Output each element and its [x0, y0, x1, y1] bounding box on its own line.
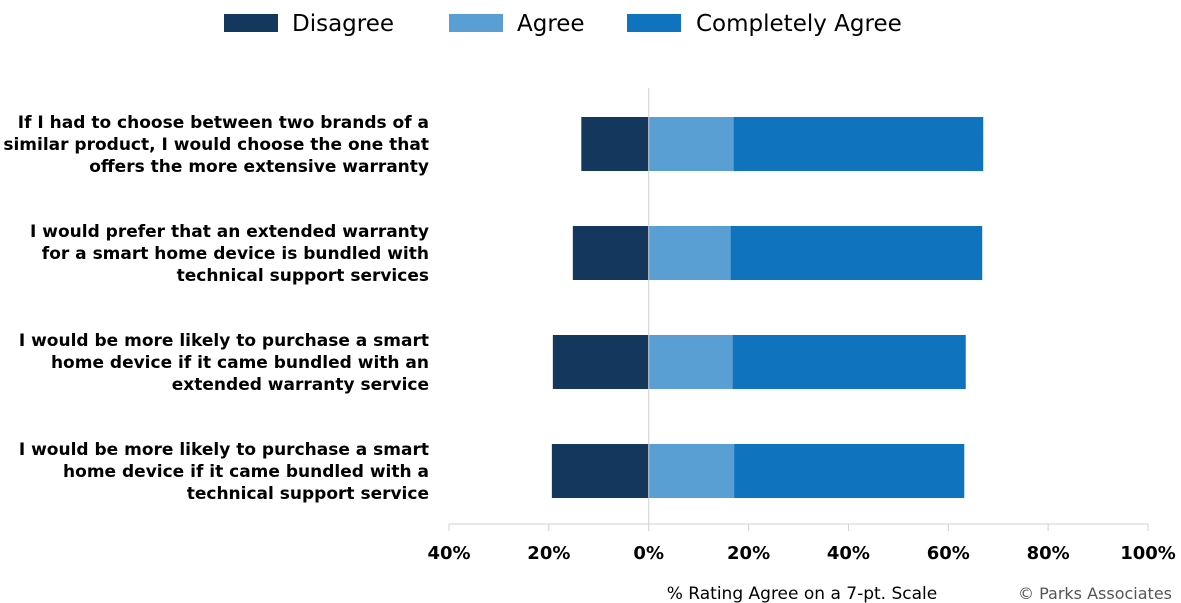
- x-tick-label-7: 100%: [1120, 543, 1176, 564]
- legend-swatch-disagree: [224, 14, 278, 32]
- category-labels: If I had to choose between two brands of…: [3, 113, 429, 504]
- x-tick-label-1: 20%: [527, 543, 570, 564]
- bar-completely-agree-4: [734, 444, 965, 498]
- category-label-1: If I had to choose between two brands of…: [3, 113, 429, 177]
- bars: [551, 117, 984, 498]
- bar-completely-agree-1: [733, 117, 984, 171]
- x-axis-title: % Rating Agree on a 7-pt. Scale: [667, 584, 937, 603]
- bar-disagree-2: [572, 226, 649, 280]
- legend: Disagree Agree Completely Agree: [224, 11, 902, 37]
- legend-swatch-agree: [449, 14, 503, 32]
- x-axis: 40% 20% 0% 20% 40% 60% 80% 100%: [427, 88, 1176, 564]
- x-tick-label-0: 40%: [427, 543, 470, 564]
- x-tick-label-6: 80%: [1027, 543, 1070, 564]
- x-tick-label-3: 20%: [727, 543, 770, 564]
- x-tick-label-2: 0%: [633, 543, 664, 564]
- bar-agree-3: [648, 335, 733, 389]
- bar-completely-agree-2: [730, 226, 983, 280]
- category-label-4: I would be more likely to purchase a sma…: [19, 440, 429, 504]
- legend-label-completely-agree: Completely Agree: [696, 11, 902, 37]
- bar-agree-1: [648, 117, 734, 171]
- legend-label-disagree: Disagree: [292, 11, 394, 37]
- bar-disagree-1: [581, 117, 649, 171]
- category-label-3: I would be more likely to purchase a sma…: [19, 331, 429, 395]
- legend-label-agree: Agree: [517, 11, 585, 37]
- legend-swatch-completely-agree: [627, 14, 681, 32]
- bar-disagree-3: [552, 335, 649, 389]
- bar-agree-2: [648, 226, 731, 280]
- bar-agree-4: [648, 444, 735, 498]
- category-label-2: I would prefer that an extended warranty…: [30, 222, 429, 286]
- source-credit: © Parks Associates: [1018, 584, 1172, 603]
- x-tick-label-5: 60%: [927, 543, 970, 564]
- bar-completely-agree-3: [732, 335, 966, 389]
- x-tick-label-4: 40%: [827, 543, 870, 564]
- bar-disagree-4: [551, 444, 649, 498]
